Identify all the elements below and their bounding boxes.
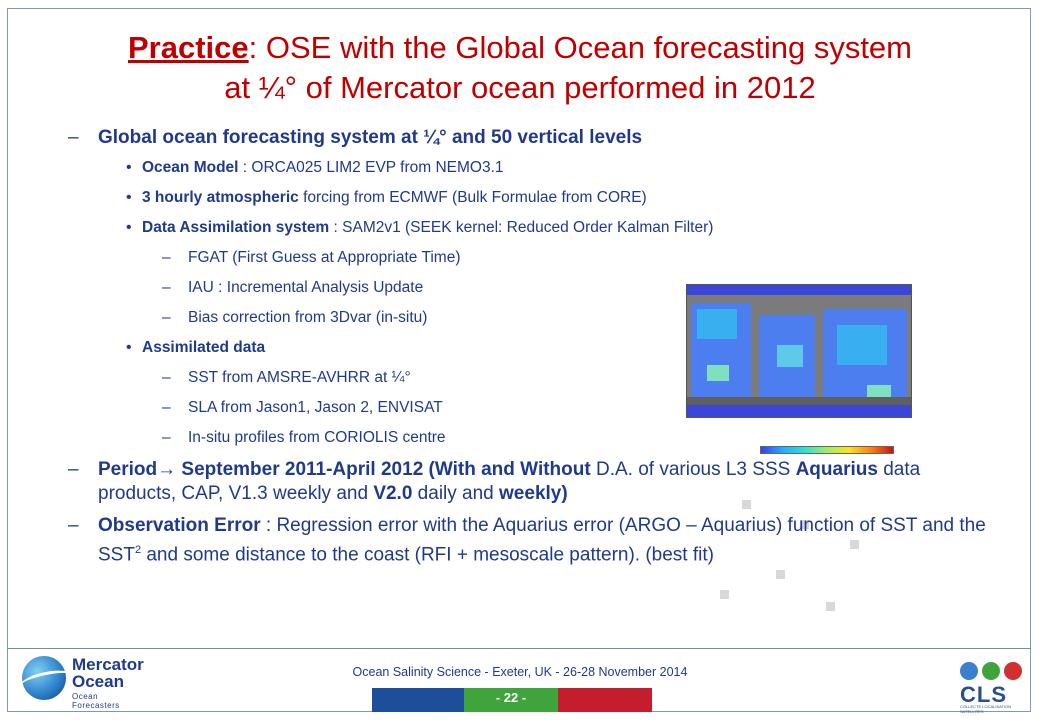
dash-marker: – [68, 127, 79, 148]
period-text-1: D.A. of various L3 SSS [590, 459, 796, 480]
decor-square [720, 590, 729, 599]
arrow-icon: → [157, 459, 177, 480]
dash-marker: – [68, 515, 79, 536]
ocean-map [686, 284, 912, 418]
bullet-iau: – IAU : Incremental Analysis Update [62, 278, 992, 298]
ocean-map-figure [680, 274, 920, 458]
obs-error-label: Observation Error [98, 515, 261, 536]
footer-bar-red [558, 688, 652, 712]
bullet-fgat: – FGAT (First Guess at Appropriate Time) [62, 248, 992, 268]
bullet-marker: • [126, 339, 132, 356]
sst-text: SST from AMSRE-AVHRR at ¼° [188, 369, 411, 386]
mercator-logo-line1: Mercator [72, 655, 144, 674]
bullet-period: – Period→ September 2011-April 2012 (Wit… [62, 458, 992, 506]
bullet-sst: – SST from AMSRE-AVHRR at ¼° [62, 368, 992, 388]
dash-marker: – [68, 459, 79, 480]
ocean-model-text: : ORCA025 LIM2 EVP from NEMO3.1 [238, 159, 504, 176]
bullet-insitu: – In-situ profiles from CORIOLIS centre [62, 428, 992, 448]
obs-error-sup: 2 [134, 544, 142, 556]
decor-square [742, 500, 751, 509]
mercator-logo-line3: Ocean Forecasters [72, 692, 120, 710]
period-text-2: data products, CAP, V1.3 weekly and [98, 459, 921, 504]
fgat-text: FGAT (First Guess at Appropriate Time) [188, 249, 461, 266]
period-aquarius: Aquarius [795, 459, 878, 480]
dash-marker: – [162, 399, 171, 416]
assim-system-text: : SAM2v1 (SEEK kernel: Reduced Order Kal… [329, 219, 714, 236]
bullet-assim-system: • Data Assimilation system : SAM2v1 (SEE… [62, 218, 992, 238]
cls-logo: CLS COLLECTE LOCALISATION SATELLITES [958, 660, 1028, 714]
page-number: - 22 - [495, 690, 527, 705]
forcing-text: forcing from ECMWF (Bulk Formulae from C… [298, 189, 647, 206]
iau-text: IAU : Incremental Analysis Update [188, 279, 424, 296]
decor-square [776, 570, 785, 579]
title-rest: : OSE with the Global Ocean forecasting … [248, 30, 912, 65]
period-text-3: daily and [412, 483, 500, 504]
globe-icon [22, 656, 66, 700]
bullet-system: – Global ocean forecasting system at ¼° … [62, 126, 992, 150]
map-colorbar [760, 446, 894, 454]
forcing-label: 3 hourly atmospheric [142, 189, 299, 206]
ocean-model-label: Ocean Model [142, 159, 239, 176]
obs-error-text-1: : Regression error with the Aquarius err… [98, 515, 986, 566]
bias-text: Bias correction from 3Dvar (in-situ) [188, 309, 428, 326]
dash-marker: – [162, 429, 171, 446]
footer-bar-blue [372, 688, 464, 712]
period-label: Period [98, 459, 158, 480]
period-weekly: weekly) [499, 483, 568, 504]
dash-marker: – [162, 249, 171, 266]
sla-text: SLA from Jason1, Jason 2, ENVISAT [188, 399, 443, 416]
decor-square [800, 520, 809, 529]
footer-text: Ocean Salinity Science - Exeter, UK - 26… [352, 665, 688, 679]
bullet-system-text: Global ocean forecasting system at ¼° an… [98, 127, 643, 148]
footer-divider [7, 648, 1031, 649]
cls-logo-subtext: COLLECTE LOCALISATION SATELLITES [960, 704, 1012, 714]
period-version: V2.0 [373, 483, 413, 504]
bullet-obs-error: – Observation Error : Regression error w… [62, 514, 992, 567]
bullet-forcing: • 3 hourly atmospheric forcing from ECMW… [62, 188, 992, 208]
bullet-ocean-model: • Ocean Model : ORCA025 LIM2 EVP from NE… [62, 158, 992, 178]
insitu-text: In-situ profiles from CORIOLIS centre [188, 429, 446, 446]
bullet-marker: • [126, 159, 132, 176]
red-circle-icon [1004, 662, 1022, 680]
assimilated-label: Assimilated data [142, 339, 266, 356]
bullet-bias: – Bias correction from 3Dvar (in-situ) [62, 308, 992, 328]
cls-logo-text: CLS [960, 682, 1007, 707]
mercator-logo: Mercator Ocean Ocean Forecasters [18, 652, 145, 710]
dash-marker: – [162, 369, 171, 386]
bullet-marker: • [126, 219, 132, 236]
decor-square [826, 602, 835, 611]
footer-bar-green [464, 688, 558, 712]
period-range: September 2011-April 2012 (With and With… [176, 459, 591, 480]
slide-content: – Global ocean forecasting system at ¼° … [62, 126, 992, 575]
slide-title: Practice: OSE with the Global Ocean fore… [20, 28, 1020, 108]
obs-error-text-2: and some distance to the coast (RFI + me… [141, 544, 714, 566]
green-circle-icon [982, 662, 1000, 680]
title-lead: Practice [128, 30, 249, 65]
bullet-sla: – SLA from Jason1, Jason 2, ENVISAT [62, 398, 992, 418]
bullet-marker: • [126, 189, 132, 206]
mercator-logo-line2: Ocean [72, 672, 124, 691]
title-line2: at ¼° of Mercator ocean performed in 201… [224, 70, 816, 105]
bullet-assimilated: • Assimilated data [62, 338, 992, 358]
dash-marker: – [162, 309, 171, 326]
decor-square [850, 540, 859, 549]
assim-system-label: Data Assimilation system [142, 219, 330, 236]
blue-circle-icon [960, 662, 978, 680]
dash-marker: – [162, 279, 171, 296]
